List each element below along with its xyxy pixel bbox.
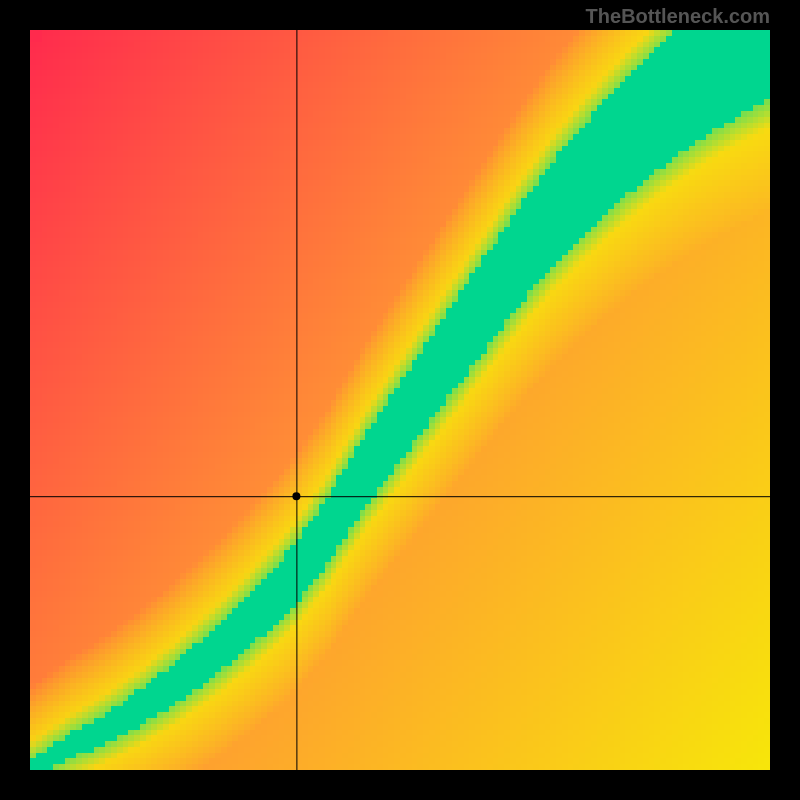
bottleneck-heatmap xyxy=(0,0,800,800)
watermark-text: TheBottleneck.com xyxy=(586,6,770,29)
